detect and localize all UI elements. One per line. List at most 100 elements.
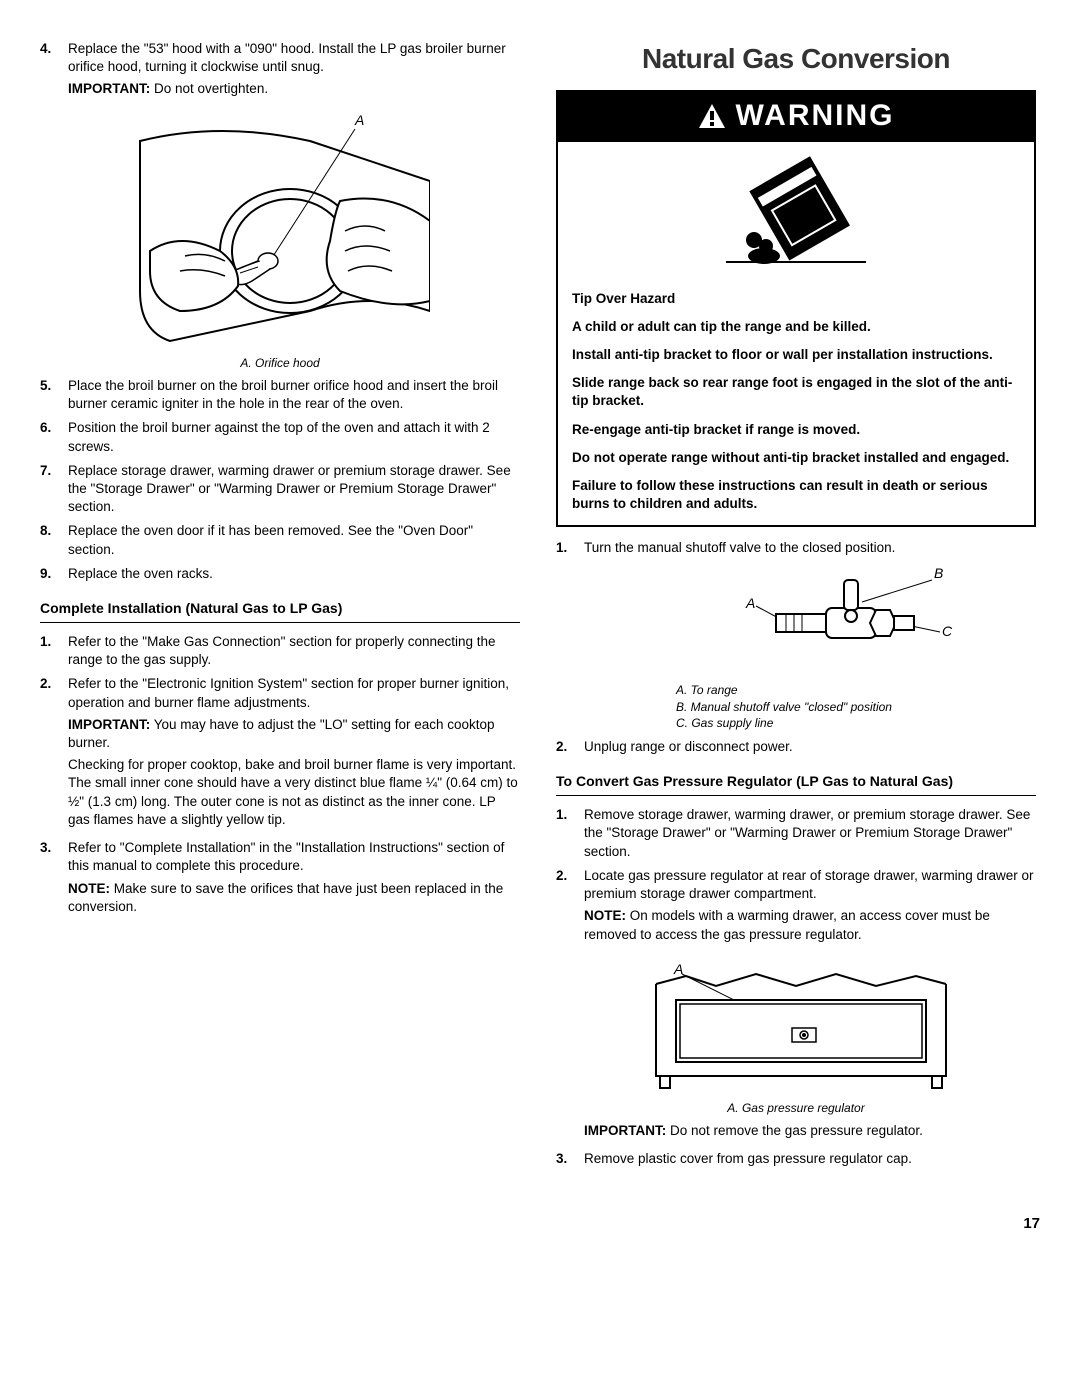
step-text: Turn the manual shutoff valve to the clo… — [584, 539, 1036, 557]
svg-text:C: C — [942, 623, 953, 639]
important-text: Do not remove the gas pressure regulator… — [666, 1123, 923, 1138]
step-body: Locate gas pressure regulator at rear of… — [584, 867, 1036, 948]
regulator-steps: 1. Remove storage drawer, warming drawer… — [556, 806, 1036, 948]
step-number: 2. — [556, 867, 584, 948]
left-column: 4. Replace the "53" hood with a "090" ho… — [40, 40, 520, 1174]
important-text: Do not overtighten. — [150, 81, 268, 96]
warn-p7: Failure to follow these instructions can… — [572, 477, 1020, 513]
subhead-complete-installation: Complete Installation (Natural Gas to LP… — [40, 599, 520, 623]
g-step-2: 2. Locate gas pressure regulator at rear… — [556, 867, 1036, 948]
step-text: Replace the oven racks. — [68, 565, 520, 583]
step-number: 9. — [40, 565, 68, 583]
warning-word: WARNING — [736, 96, 895, 137]
step-number: 4. — [40, 40, 68, 103]
note-label: NOTE: — [584, 908, 626, 923]
fig1-caption: A. Orifice hood — [40, 355, 520, 371]
warning-body: Tip Over Hazard A child or adult can tip… — [558, 280, 1034, 526]
figure-drawer: A A. Gas pressure regulator — [556, 956, 1036, 1116]
step-number: 7. — [40, 462, 68, 517]
valve-key-a: A. To range — [676, 682, 1036, 699]
step-5: 5. Place the broil burner on the broil b… — [40, 377, 520, 413]
shutoff-valve-illustration: A B C — [676, 566, 976, 676]
g2-p1: Locate gas pressure regulator at rear of… — [584, 867, 1036, 903]
step-text: Replace the oven door if it has been rem… — [68, 522, 520, 558]
g-step-2-important: . IMPORTANT: Do not remove the gas press… — [556, 1122, 1036, 1144]
warn-p4: Slide range back so rear range foot is e… — [572, 374, 1020, 410]
right-steps-2: 2. Unplug range or disconnect power. — [556, 738, 1036, 756]
warning-triangle-icon — [698, 103, 726, 129]
step-text: Refer to the "Make Gas Connection" secti… — [68, 633, 520, 669]
warn-p3: Install anti-tip bracket to floor or wal… — [572, 346, 1020, 364]
important-label: IMPORTANT: — [68, 81, 150, 96]
ci-step-3: 3. Refer to "Complete Installation" in t… — [40, 839, 520, 920]
svg-text:B: B — [934, 566, 943, 581]
step-number: 1. — [40, 633, 68, 669]
valve-key: A. To range B. Manual shutoff valve "clo… — [676, 682, 1036, 732]
important-label: IMPORTANT: — [68, 717, 150, 732]
step-text: Remove storage drawer, warming drawer, o… — [584, 806, 1036, 861]
regulator-steps-cont: . IMPORTANT: Do not remove the gas press… — [556, 1122, 1036, 1168]
drawer-illustration: A — [616, 956, 976, 1096]
ci3-p1: Refer to "Complete Installation" in the … — [68, 839, 520, 875]
valve-key-b: B. Manual shutoff valve "closed" positio… — [676, 699, 1036, 716]
page: 4. Replace the "53" hood with a "090" ho… — [40, 40, 1040, 1174]
step-number: 5. — [40, 377, 68, 413]
left-steps-upper: 4. Replace the "53" hood with a "090" ho… — [40, 40, 520, 103]
step-text: Replace storage drawer, warming drawer o… — [68, 462, 520, 517]
note-label: NOTE: — [68, 881, 110, 896]
complete-installation-steps: 1. Refer to the "Make Gas Connection" se… — [40, 633, 520, 920]
step-text: Place the broil burner on the broil burn… — [68, 377, 520, 413]
step-number: 3. — [40, 839, 68, 920]
figure-orifice-hood: A A. Or — [40, 111, 520, 371]
ci2-p1: Refer to the "Electronic Ignition System… — [68, 675, 520, 711]
warning-header: WARNING — [558, 92, 1034, 143]
ci-step-2: 2. Refer to the "Electronic Ignition Sys… — [40, 675, 520, 833]
figure-shutoff-valve: A B C A. — [616, 566, 1036, 732]
note-text: On models with a warming drawer, an acce… — [584, 908, 990, 941]
drawer-caption: A. Gas pressure regulator — [556, 1100, 1036, 1116]
subhead-convert-regulator: To Convert Gas Pressure Regulator (LP Ga… — [556, 772, 1036, 796]
step-8: 8. Replace the oven door if it has been … — [40, 522, 520, 558]
ci2-p3: Checking for proper cooktop, bake and br… — [68, 756, 520, 829]
fig1-label-a: A — [354, 112, 364, 128]
step-text: Replace the "53" hood with a "090" hood.… — [68, 41, 506, 74]
ci-step-1: 1. Refer to the "Make Gas Connection" se… — [40, 633, 520, 669]
step-number: 6. — [40, 419, 68, 455]
page-number: 17 — [40, 1214, 1040, 1234]
important-label: IMPORTANT: — [584, 1123, 666, 1138]
step-number: 3. — [556, 1150, 584, 1168]
warn-p2: A child or adult can tip the range and b… — [572, 318, 1020, 336]
right-column: Natural Gas Conversion WARNING — [556, 40, 1036, 1174]
warn-p6: Do not operate range without anti-tip br… — [572, 449, 1020, 467]
step-text: Unplug range or disconnect power. — [584, 738, 1036, 756]
orifice-hood-illustration: A — [130, 111, 430, 351]
step-number: 2. — [556, 738, 584, 756]
step-9: 9. Replace the oven racks. — [40, 565, 520, 583]
step-text: Remove plastic cover from gas pressure r… — [584, 1150, 1036, 1168]
left-steps-lower: 5. Place the broil burner on the broil b… — [40, 377, 520, 583]
step-number: 1. — [556, 539, 584, 557]
step-body: Refer to "Complete Installation" in the … — [68, 839, 520, 920]
step-text: Position the broil burner against the to… — [68, 419, 520, 455]
svg-text:A: A — [673, 961, 683, 977]
section-title: Natural Gas Conversion — [556, 40, 1036, 78]
warning-tipover-illustration — [558, 142, 1034, 279]
r-step-2: 2. Unplug range or disconnect power. — [556, 738, 1036, 756]
step-body: Refer to the "Electronic Ignition System… — [68, 675, 520, 833]
step-number: 8. — [40, 522, 68, 558]
step-4: 4. Replace the "53" hood with a "090" ho… — [40, 40, 520, 103]
valve-key-c: C. Gas supply line — [676, 715, 1036, 732]
note-text: Make sure to save the orifices that have… — [68, 881, 503, 914]
g-step-1: 1. Remove storage drawer, warming drawer… — [556, 806, 1036, 861]
step-number: 2. — [40, 675, 68, 833]
warn-p5: Re-engage anti-tip bracket if range is m… — [572, 421, 1020, 439]
warning-box: WARNING — [556, 90, 1036, 528]
step-7: 7. Replace storage drawer, warming drawe… — [40, 462, 520, 517]
step-body: Replace the "53" hood with a "090" hood.… — [68, 40, 520, 103]
g-step-3: 3. Remove plastic cover from gas pressur… — [556, 1150, 1036, 1168]
svg-text:A: A — [745, 595, 755, 611]
step-body: IMPORTANT: Do not remove the gas pressur… — [584, 1122, 1036, 1144]
right-steps-1: 1. Turn the manual shutoff valve to the … — [556, 539, 1036, 557]
warn-p1: Tip Over Hazard — [572, 290, 1020, 308]
r-step-1: 1. Turn the manual shutoff valve to the … — [556, 539, 1036, 557]
